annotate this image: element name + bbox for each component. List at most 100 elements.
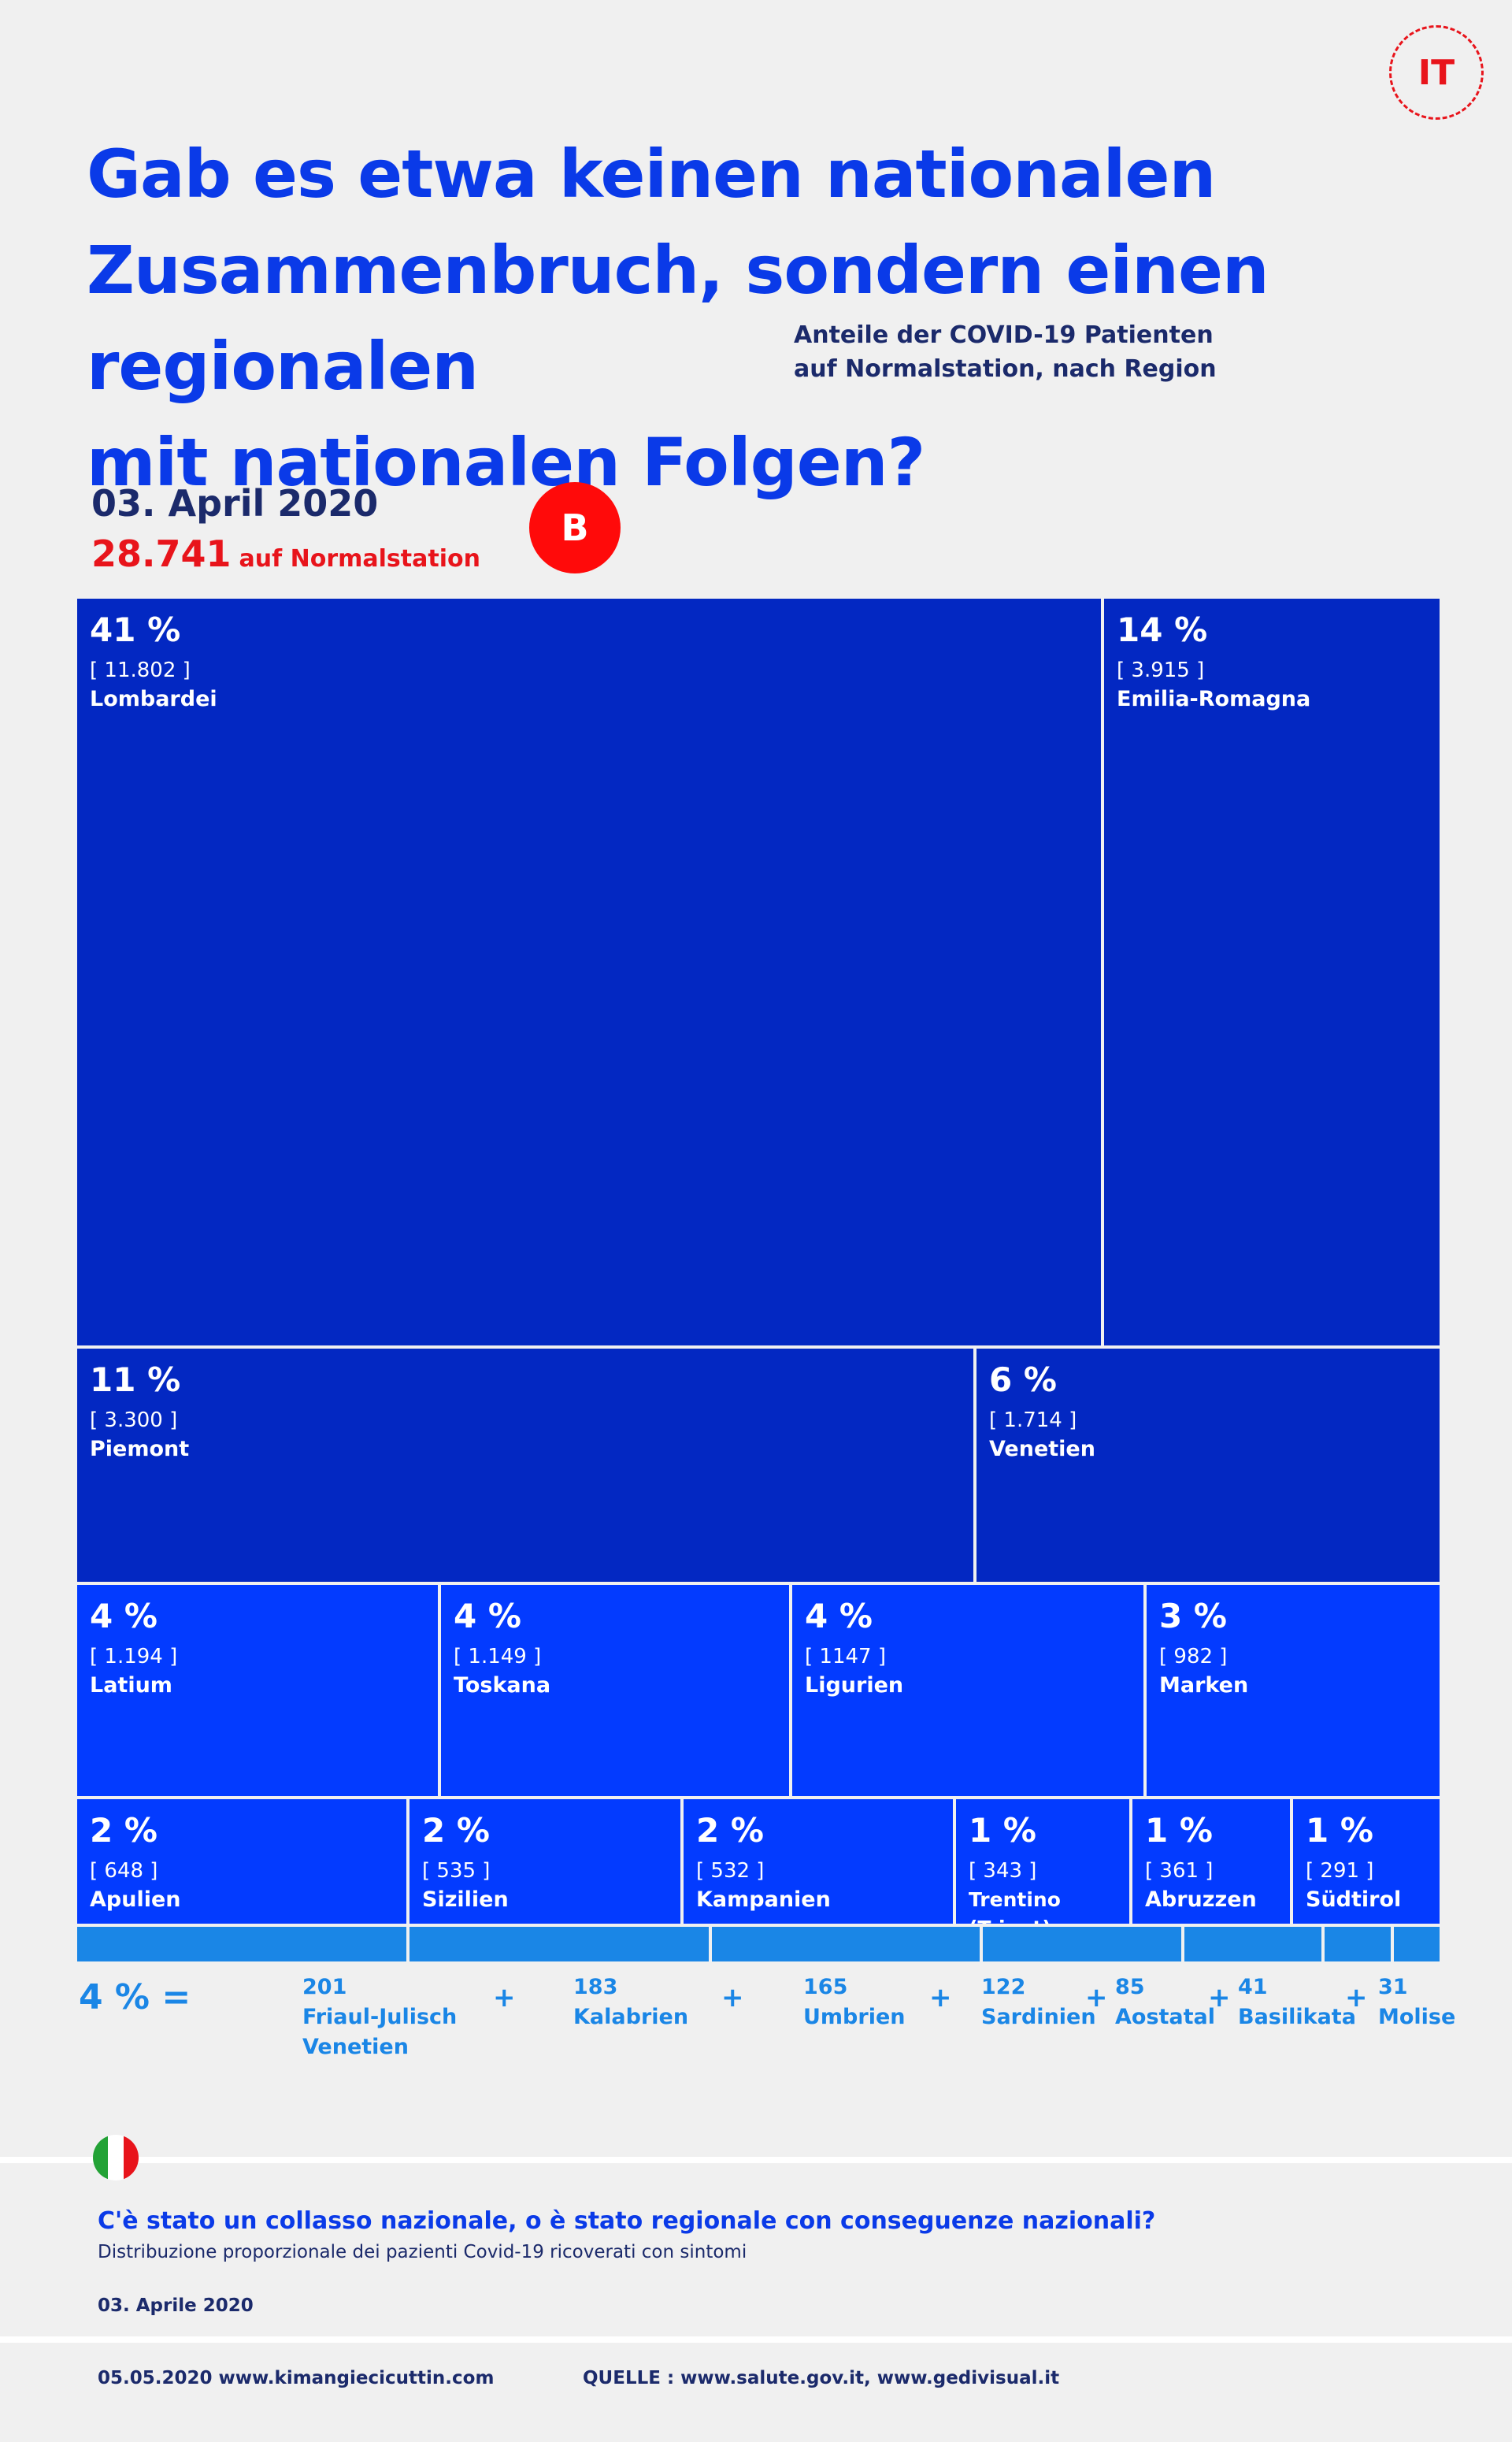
section-badge-b: B xyxy=(529,482,621,573)
italian-question: C'è stato un collasso nazionale, o è sta… xyxy=(98,2207,1156,2235)
cell-percent: 1 % xyxy=(1306,1811,1373,1850)
cell-region: Latium xyxy=(90,1673,172,1698)
cell-region: Kampanien xyxy=(696,1887,831,1912)
small-region-label: Kalabrien xyxy=(573,2005,689,2029)
cell-percent: 1 % xyxy=(969,1811,1036,1850)
small-region-kalabrien: 183 Kalabrien xyxy=(573,1973,688,2032)
cell-value: [ 982 ] xyxy=(1159,1645,1228,1668)
cell-percent: 1 % xyxy=(1145,1811,1213,1850)
cell-value: [ 11.802 ] xyxy=(90,659,191,682)
treemap-cell-apulien: 2 % [ 648 ] Apulien xyxy=(77,1799,406,1924)
strip-segment-umbrien xyxy=(712,1927,980,1961)
cell-value: [ 648 ] xyxy=(90,1859,158,1883)
cell-value: [ 361 ] xyxy=(1145,1859,1214,1883)
small-region-aostatal: 85 Aostatal xyxy=(1115,1973,1215,2032)
cell-value: [ 1.714 ] xyxy=(989,1408,1077,1432)
cell-value: [ 532 ] xyxy=(696,1859,765,1883)
strip-segment-sardinien xyxy=(983,1927,1181,1961)
small-region-value: 31 xyxy=(1378,1975,1408,1999)
cell-value: [ 3.300 ] xyxy=(90,1408,178,1432)
small-region-value: 85 xyxy=(1115,1975,1145,1999)
small-regions-percent: 4 % = xyxy=(79,1977,191,2017)
cell-value: [ 1.149 ] xyxy=(454,1645,542,1668)
cell-region: Trentino (Trient) xyxy=(969,1888,1061,1924)
treemap-cell-latium: 4 % [ 1.194 ] Latium xyxy=(77,1585,438,1796)
subtitle-line: Anteile der COVID-19 Patienten xyxy=(794,321,1214,349)
treemap-cell-kampanien: 2 % [ 532 ] Kampanien xyxy=(684,1799,953,1924)
title-line: Zusammenbruch, sondern einen regionalen xyxy=(87,232,1269,405)
cell-value: [ 1147 ] xyxy=(805,1645,886,1668)
small-region-value: 165 xyxy=(803,1975,848,1999)
footer-credit: 05.05.2020 www.kimangiecicuttin.com xyxy=(98,2368,495,2388)
cell-value: [ 3.915 ] xyxy=(1117,659,1205,682)
cell-percent: 2 % xyxy=(422,1811,490,1850)
cell-percent: 2 % xyxy=(90,1811,158,1850)
treemap-cell-toskana: 4 % [ 1.149 ] Toskana xyxy=(441,1585,789,1796)
plus-sign: + xyxy=(1208,1982,1231,2013)
treemap-cell-emilia-romagna: 14 % [ 3.915 ] Emilia-Romagna xyxy=(1104,599,1440,1345)
page-title: Gab es etwa keinen nationalen Zusammenbr… xyxy=(87,126,1425,510)
flag-red-stripe xyxy=(123,2135,139,2180)
total-value: 28.741 xyxy=(91,533,232,575)
cell-region: Ligurien xyxy=(805,1673,904,1698)
small-region-basilikata: 41 Basilikata xyxy=(1238,1973,1356,2032)
strip-segment-kalabrien xyxy=(410,1927,709,1961)
small-region-label: Sardinien xyxy=(981,2005,1096,2029)
treemap-cell-marken: 3 % [ 982 ] Marken xyxy=(1147,1585,1440,1796)
footer-source: QUELLE : www.salute.gov.it, www.gedivisu… xyxy=(583,2368,1060,2388)
italian-subtitle: Distribuzione proporzionale dei pazienti… xyxy=(98,2242,747,2262)
strip-segment-friaul xyxy=(77,1927,406,1961)
treemap-cell-ligurien: 4 % [ 1147 ] Ligurien xyxy=(792,1585,1143,1796)
cell-region: Südtirol xyxy=(1306,1887,1402,1912)
treemap-cell-venetien: 6 % [ 1.714 ] Venetien xyxy=(976,1349,1440,1582)
small-region-label: Aostatal xyxy=(1115,2005,1216,2029)
small-region-label: Molise xyxy=(1378,2005,1456,2029)
cell-region: Venetien xyxy=(989,1437,1095,1461)
italy-flag-icon xyxy=(93,2135,139,2180)
small-region-label: Venetien xyxy=(302,2035,409,2059)
plus-sign: + xyxy=(929,1982,952,2013)
flag-white-stripe xyxy=(108,2135,124,2180)
treemap-cell-lombardei: 41 % [ 11.802 ] Lombardei xyxy=(77,599,1101,1345)
country-badge-it: IT xyxy=(1389,25,1484,120)
cell-percent: 6 % xyxy=(989,1360,1057,1399)
cell-percent: 4 % xyxy=(805,1597,873,1635)
small-region-label: Friaul-Julisch xyxy=(302,2005,458,2029)
total-patients: 28.741 auf Normalstation xyxy=(91,533,480,575)
small-region-label: Umbrien xyxy=(803,2005,906,2029)
cell-value: [ 535 ] xyxy=(422,1859,491,1883)
small-region-value: 183 xyxy=(573,1975,618,1999)
cell-region: Lombardei xyxy=(90,687,217,711)
strip-segment-aostatal xyxy=(1184,1927,1321,1961)
chart-date: 03. April 2020 xyxy=(91,482,379,525)
title-line: Gab es etwa keinen nationalen xyxy=(87,135,1216,213)
subtitle-line: auf Normalstation, nach Region xyxy=(794,355,1217,383)
plus-sign: + xyxy=(721,1982,744,2013)
cell-region: Abruzzen xyxy=(1145,1887,1257,1912)
small-region-value: 41 xyxy=(1238,1975,1268,1999)
small-region-molise: 31 Molise xyxy=(1378,1973,1455,2032)
cell-percent: 41 % xyxy=(90,610,181,649)
strip-segment-molise xyxy=(1394,1927,1440,1961)
title-line: mit nationalen Folgen? xyxy=(87,424,925,501)
cell-region: Emilia-Romagna xyxy=(1117,687,1311,711)
cell-percent: 14 % xyxy=(1117,610,1208,649)
small-region-label: Basilikata xyxy=(1238,2005,1356,2029)
plus-sign: + xyxy=(1085,1982,1108,2013)
plus-sign: + xyxy=(493,1982,516,2013)
cell-percent: 4 % xyxy=(454,1597,521,1635)
treemap-cell-abruzzen: 1 % [ 361 ] Abruzzen xyxy=(1132,1799,1290,1924)
footer-divider xyxy=(0,2336,1512,2343)
flag-green-stripe xyxy=(93,2135,109,2180)
section-divider xyxy=(0,2157,1512,2163)
chart-subtitle: Anteile der COVID-19 Patienten auf Norma… xyxy=(794,318,1217,386)
cell-region: Sizilien xyxy=(422,1887,509,1912)
small-region-value: 201 xyxy=(302,1975,347,1999)
treemap-cell-sizilien: 2 % [ 535 ] Sizilien xyxy=(410,1799,680,1924)
cell-region: Toskana xyxy=(454,1673,551,1698)
small-region-umbrien: 165 Umbrien xyxy=(803,1973,906,2032)
cell-value: [ 291 ] xyxy=(1306,1859,1374,1883)
cell-region: Marken xyxy=(1159,1673,1249,1698)
cell-percent: 4 % xyxy=(90,1597,158,1635)
cell-value: [ 1.194 ] xyxy=(90,1645,178,1668)
